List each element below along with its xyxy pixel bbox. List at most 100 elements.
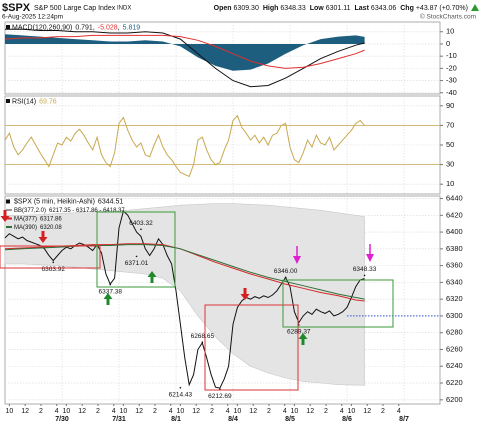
annotation-point: [179, 386, 182, 389]
y-tick-label: 6420: [446, 210, 463, 219]
y-tick-label: 6220: [446, 378, 463, 387]
y-tick-label: 6320: [446, 294, 463, 303]
x-tick-label: 10: [348, 408, 356, 415]
legend-separator: ,: [93, 24, 95, 31]
annotation-point: [135, 255, 138, 258]
annotation-point: [363, 274, 366, 277]
x-tick-label: 4: [226, 408, 230, 415]
green-box: [282, 279, 394, 328]
legend-marker: [6, 99, 10, 103]
histogram-area: [5, 34, 365, 71]
legend: $SPX (5 min, Heikin-Ashi) 6344.51: [14, 198, 123, 205]
y-tick-label: 6200: [446, 395, 463, 404]
annotation-point: [201, 341, 204, 344]
y-tick-label: 10: [446, 27, 454, 36]
legend: BB(377,2.0) 6217.35 - 6317.86 - 6418.37: [14, 208, 125, 214]
y-tick-label: -40: [446, 88, 457, 97]
quote-value: 6348.33: [280, 5, 305, 12]
y-tick-label: 6360: [446, 261, 463, 270]
legend-marker: [6, 199, 10, 204]
sell-arrows: [0, 210, 250, 300]
series-line: [5, 28, 365, 88]
y-tick-label: 6340: [446, 277, 463, 286]
x-tick-label: 2: [153, 408, 157, 415]
annotation-point: [52, 261, 55, 264]
legend-name: $SPX (5 min, Heikin-Ashi): [14, 198, 95, 205]
x-tick-label: 10: [62, 408, 70, 415]
annotation-point: [140, 228, 142, 231]
date: 6-Aug-2025 12:24pm: [2, 14, 63, 21]
legend: MACD(120,260,90) 0.791, -5.028, 5.819: [12, 24, 140, 31]
quote-value: +43.87 (+0.70%): [416, 5, 468, 12]
legend: RSI(14) 69.76: [12, 98, 57, 105]
y-tick-label: 6280: [446, 328, 463, 337]
signal-arrows: [293, 244, 374, 264]
legend-name: MA(377): [14, 216, 37, 222]
date-label: 8/6: [342, 416, 352, 422]
date-label: 7/31: [112, 416, 126, 422]
x-tick-label: 12: [21, 408, 29, 415]
date-label: 8/4: [228, 416, 238, 422]
annotation-label: 6268.65: [191, 333, 215, 340]
quote-label: Last: [355, 5, 370, 12]
legend: MA(390) 6320.08: [14, 225, 62, 231]
y-tick-label: 30: [446, 160, 454, 169]
x-tick-label: 10: [119, 408, 127, 415]
y-tick-label: -20: [446, 63, 457, 72]
quote-value: 6301.11: [326, 5, 351, 12]
annotation-point: [109, 283, 112, 286]
red-box: [0, 245, 101, 269]
x-tick-label: 10: [5, 408, 13, 415]
x-tick-label: 4: [397, 408, 401, 415]
date-label: 7/30: [55, 416, 69, 422]
legend-name: BB(377,2.0): [14, 208, 46, 214]
x-tick-label: 12: [78, 408, 86, 415]
x-tick-label: 2: [381, 408, 385, 415]
y-tick-label: 0: [446, 39, 450, 48]
bollinger-band: [4, 203, 365, 386]
x-tick-label: 12: [363, 408, 371, 415]
x-tick-label: 2: [39, 408, 43, 415]
x-tick-label: 2: [96, 408, 100, 415]
legend-title: MACD(120,260,90): [12, 24, 72, 31]
y-tick-label: 6440: [446, 194, 463, 203]
green-box: [96, 211, 176, 288]
y-tick-label: 70: [446, 120, 454, 129]
buy-arrows: [103, 271, 308, 345]
x-tick-label: 2: [324, 408, 328, 415]
x-tick-label: 12: [249, 408, 257, 415]
legend-marker: [6, 25, 10, 29]
x-tick-label: 12: [306, 408, 314, 415]
quote-value: 6309.30: [234, 5, 259, 12]
legend-marker: [6, 209, 12, 211]
annotation-label: 6371.01: [125, 260, 149, 267]
quote-value: 6343.06: [371, 5, 396, 12]
legend-value: 6217.35 - 6317.86 - 6418.37: [49, 208, 125, 214]
series-line: [4, 114, 365, 178]
copyright: © StockCharts.com: [420, 13, 476, 21]
x-tick-label: 4: [55, 408, 59, 415]
y-tick-label: -10: [446, 51, 457, 60]
plots: 10 0 -10 -20 -30 -40 MACD(120,260,90) 0.791, -5.…: [4, 21, 463, 422]
index-name: S&P 500 Large Cap Index: [34, 5, 116, 12]
x-tick-label: 2: [267, 408, 271, 415]
legend-marker: [6, 226, 12, 228]
series-line: [4, 244, 365, 300]
annotation-label: 6212.69: [208, 393, 232, 400]
y-tick-label: 6260: [446, 344, 463, 353]
legend-marker: [6, 217, 12, 220]
x-tick-label: 4: [112, 408, 116, 415]
annotation-label: 6403.32: [129, 220, 153, 227]
annotation-label: 6214.43: [169, 391, 193, 398]
legend-value: 6320.08: [40, 225, 62, 231]
annotation-label: 6363.92: [41, 266, 65, 273]
x-tick-label: 10: [291, 408, 299, 415]
red-box: [204, 304, 299, 391]
y-tick-label: 50: [446, 140, 454, 149]
x-tick-label: 12: [192, 408, 200, 415]
legend-value: 6344.51: [98, 198, 123, 205]
y-tick-label: 6400: [446, 227, 463, 236]
legend-name: MA(390): [14, 225, 37, 231]
